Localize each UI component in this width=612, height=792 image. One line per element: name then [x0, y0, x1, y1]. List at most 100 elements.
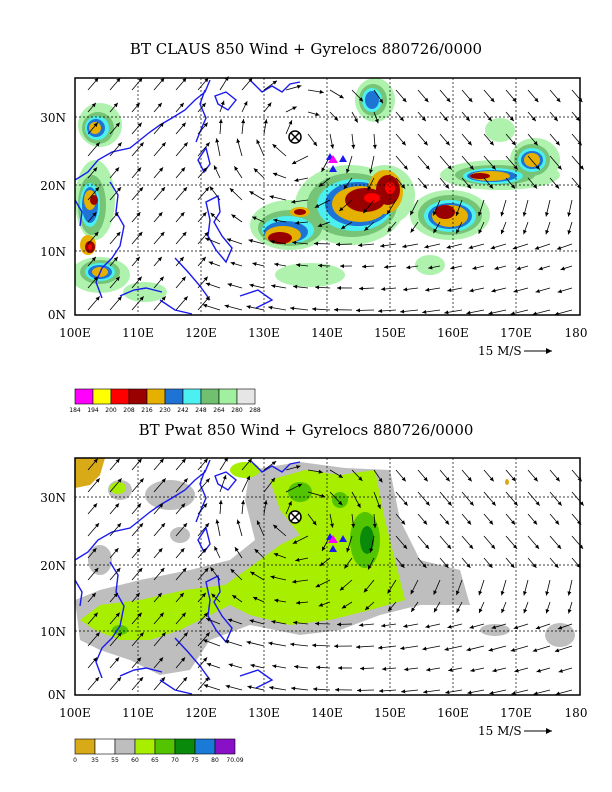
wind-vector-head — [377, 504, 381, 509]
wind-vector-head — [450, 265, 455, 270]
wind-vector-head — [488, 184, 494, 189]
wind-vector-head — [319, 562, 325, 567]
wind-vector-head — [297, 483, 303, 488]
x-tick: 130E — [248, 326, 280, 340]
wind-vector-head — [567, 212, 572, 217]
wind-vector-head — [444, 310, 449, 315]
wind-vector-head — [400, 563, 405, 568]
wind-vector-head — [215, 519, 220, 524]
wind-vector-head — [180, 548, 185, 553]
wind-vector-head — [225, 684, 230, 689]
wind-vector-head — [158, 548, 163, 553]
wind-vector-head — [575, 116, 580, 122]
wind-vector-head — [467, 477, 472, 482]
colorbar-label: 65 — [151, 757, 159, 764]
wind-vector-head — [532, 563, 537, 568]
wind-vector-head — [567, 591, 572, 596]
wind-vector-head — [410, 210, 414, 216]
wind-vector-head — [446, 97, 451, 103]
panel-2: 30N 20N 10N 0N 100E 110E 120E 130E 140E … — [40, 457, 587, 764]
wind-vector-head — [513, 501, 518, 506]
y-tick: 20N — [40, 559, 66, 573]
wind-vector-head — [534, 97, 539, 103]
wind-vector-head — [290, 642, 295, 647]
wind-vector-head — [532, 311, 537, 316]
wind-vector-head — [94, 677, 100, 682]
wind-vector-head — [92, 503, 98, 508]
wind-vector-head — [313, 141, 317, 146]
wind-vector-head — [160, 567, 165, 573]
wind-vector-head — [263, 119, 268, 124]
wind-vector-head — [341, 225, 346, 229]
wind-vector-head — [494, 266, 499, 271]
wind-vector-head — [91, 256, 96, 262]
wind-vector-head — [137, 612, 142, 617]
y-tick: 0N — [48, 688, 66, 702]
wind-vector-head — [478, 590, 483, 596]
wind-vector-head — [532, 520, 538, 525]
wind-vector-head — [271, 461, 277, 466]
wind-vector-head — [315, 583, 321, 588]
wind-vector-head — [137, 458, 142, 463]
x-tick: 170E — [500, 706, 532, 720]
wind-vector-head — [202, 303, 208, 308]
wind-vector-head — [444, 563, 449, 568]
y-tick: 10N — [40, 245, 66, 259]
wind-vector-head — [243, 101, 248, 106]
wind-vector-head — [470, 668, 475, 673]
wind-vector-head — [321, 167, 326, 172]
wind-vector-head — [159, 276, 164, 281]
wind-vector-head — [267, 102, 272, 107]
wind-vector-head — [387, 589, 392, 594]
wind-vector-head — [513, 288, 518, 293]
wind-vector-head — [522, 212, 527, 217]
panel-1-wind-scale: 15 M/S — [478, 344, 552, 358]
wind-vector-head — [402, 97, 407, 103]
wind-vector-head — [336, 242, 341, 247]
wind-vector-head — [114, 212, 119, 217]
wind-vector-head — [95, 632, 100, 637]
x-tick: 160E — [437, 326, 469, 340]
colorbar-swatch — [200, 388, 220, 405]
wind-vector-head — [179, 256, 184, 262]
wind-vector-head — [447, 624, 452, 629]
wind-vector-head — [136, 212, 141, 217]
wind-vector-head — [489, 477, 494, 482]
wind-vector-head — [115, 276, 120, 281]
wind-vector-head — [296, 465, 301, 469]
wind-vector-head — [249, 619, 254, 624]
wind-vector-head — [424, 244, 429, 249]
wind-vector-head — [334, 644, 339, 649]
wind-vector-head — [523, 608, 528, 614]
wind-vector-head — [203, 639, 208, 644]
wind-vector-head — [272, 172, 278, 177]
wind-vector-head — [339, 207, 344, 212]
wind-vector-head — [359, 623, 364, 628]
wind-vector-head — [139, 478, 144, 483]
wind-vector-head — [91, 102, 96, 108]
wind-vector-head — [114, 503, 120, 508]
wind-vector-head — [183, 478, 188, 483]
storm-markers — [326, 533, 347, 552]
wind-vector-head — [160, 187, 166, 192]
wind-vector-head — [400, 646, 405, 651]
wind-vector-head — [469, 288, 474, 293]
wind-vector-head — [236, 519, 241, 524]
wind-vector-head — [183, 142, 188, 147]
wind-vector-head — [93, 612, 98, 617]
wind-vector-head — [510, 563, 515, 568]
wind-vector-head — [455, 590, 460, 596]
wind-vector-head — [555, 477, 560, 482]
wind-vector-head — [337, 622, 342, 627]
wind-vector-head — [250, 663, 255, 668]
wind-vector-head — [512, 245, 518, 250]
wind-vector-head — [94, 567, 99, 573]
wind-vector-head — [372, 523, 377, 528]
wind-scale-label: 15 M/S — [478, 724, 522, 738]
wind-vector-head — [567, 609, 572, 614]
wind-vector-head — [444, 184, 450, 189]
wind-vector-head — [136, 548, 141, 553]
panel-2-title: BT Pwat 850 Wind + Gyrelocs 880726/0000 — [138, 421, 474, 439]
wind-vector-head — [206, 618, 211, 622]
wind-vector-head — [447, 501, 452, 506]
